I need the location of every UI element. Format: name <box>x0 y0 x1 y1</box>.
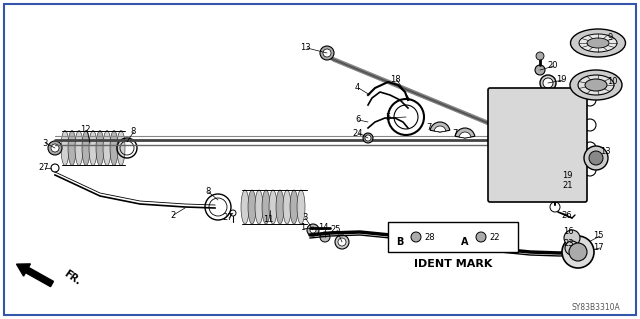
Ellipse shape <box>570 29 625 57</box>
Text: 8: 8 <box>205 188 211 197</box>
Ellipse shape <box>75 130 83 166</box>
Ellipse shape <box>82 130 90 166</box>
Text: 25: 25 <box>330 226 340 234</box>
Circle shape <box>320 46 334 60</box>
Ellipse shape <box>290 190 298 224</box>
Circle shape <box>543 78 553 88</box>
Text: 12: 12 <box>80 125 90 135</box>
Circle shape <box>569 243 587 261</box>
Circle shape <box>584 146 608 170</box>
Text: 4: 4 <box>355 84 360 93</box>
Ellipse shape <box>578 75 614 95</box>
Ellipse shape <box>585 79 607 91</box>
Circle shape <box>536 52 544 60</box>
Bar <box>388 222 518 252</box>
Ellipse shape <box>587 38 609 48</box>
Text: SY83B3310A: SY83B3310A <box>572 303 620 313</box>
Circle shape <box>323 49 331 57</box>
Wedge shape <box>430 122 450 132</box>
Text: 3: 3 <box>302 213 307 222</box>
Text: 18: 18 <box>390 76 401 85</box>
Circle shape <box>230 210 236 216</box>
Circle shape <box>307 224 319 236</box>
Text: 8: 8 <box>130 128 136 137</box>
Ellipse shape <box>248 190 256 224</box>
Text: 24: 24 <box>352 129 362 137</box>
Text: 6: 6 <box>355 115 360 124</box>
Text: 10: 10 <box>607 78 618 86</box>
Ellipse shape <box>103 130 111 166</box>
Wedge shape <box>455 128 475 138</box>
Circle shape <box>589 151 603 165</box>
Circle shape <box>546 171 560 185</box>
Ellipse shape <box>96 130 104 166</box>
Ellipse shape <box>269 190 277 224</box>
Text: 5: 5 <box>385 114 390 122</box>
Ellipse shape <box>68 130 76 166</box>
Text: 14: 14 <box>318 224 328 233</box>
Text: 22: 22 <box>489 233 499 241</box>
Text: 3: 3 <box>42 138 47 147</box>
Circle shape <box>320 232 330 242</box>
Circle shape <box>564 230 580 246</box>
Ellipse shape <box>61 130 69 166</box>
Circle shape <box>310 227 316 233</box>
Text: 11: 11 <box>263 216 273 225</box>
Ellipse shape <box>570 70 622 100</box>
Text: 19: 19 <box>562 170 573 180</box>
Text: 21: 21 <box>562 181 573 189</box>
Text: 13: 13 <box>600 147 611 157</box>
Ellipse shape <box>579 34 617 52</box>
Text: 20: 20 <box>547 62 557 70</box>
Circle shape <box>535 65 545 75</box>
Circle shape <box>335 235 349 249</box>
Ellipse shape <box>276 190 284 224</box>
Text: 1: 1 <box>300 224 305 233</box>
Text: 9: 9 <box>607 33 612 42</box>
Text: 23: 23 <box>563 240 573 249</box>
Ellipse shape <box>297 190 305 224</box>
Ellipse shape <box>117 130 125 166</box>
Text: 19: 19 <box>556 76 566 85</box>
Circle shape <box>48 141 62 155</box>
Text: IDENT MARK: IDENT MARK <box>414 259 492 269</box>
Circle shape <box>338 238 346 246</box>
Circle shape <box>565 241 579 255</box>
Text: 17: 17 <box>593 243 604 253</box>
Text: 15: 15 <box>593 232 604 241</box>
Circle shape <box>562 236 594 268</box>
Circle shape <box>540 75 556 91</box>
Circle shape <box>363 133 373 143</box>
Ellipse shape <box>262 190 270 224</box>
Text: 7: 7 <box>426 123 431 132</box>
Text: FR.: FR. <box>62 269 83 287</box>
Text: 28: 28 <box>424 233 435 241</box>
Circle shape <box>51 164 59 172</box>
Text: 26: 26 <box>561 211 572 219</box>
Circle shape <box>365 135 371 141</box>
Text: 27: 27 <box>222 213 232 222</box>
FancyBboxPatch shape <box>488 88 587 202</box>
Circle shape <box>476 232 486 242</box>
Ellipse shape <box>241 190 249 224</box>
Ellipse shape <box>110 130 118 166</box>
Text: 7: 7 <box>452 130 458 138</box>
Circle shape <box>411 232 421 242</box>
Text: 2: 2 <box>170 211 175 219</box>
Ellipse shape <box>89 130 97 166</box>
Ellipse shape <box>255 190 263 224</box>
FancyArrow shape <box>17 264 54 286</box>
Text: 27: 27 <box>38 164 49 173</box>
Text: B: B <box>396 237 403 247</box>
Text: A: A <box>461 237 468 247</box>
Wedge shape <box>434 126 446 132</box>
Text: 16: 16 <box>563 227 573 236</box>
Circle shape <box>51 144 59 152</box>
Ellipse shape <box>283 190 291 224</box>
Text: 13: 13 <box>300 43 310 53</box>
Wedge shape <box>459 132 471 138</box>
